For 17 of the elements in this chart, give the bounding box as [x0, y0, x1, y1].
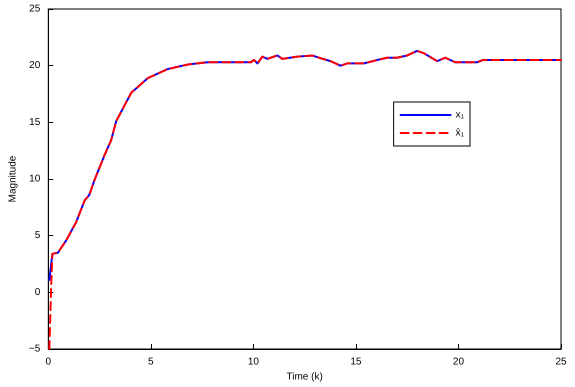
- x-tick-label: 15: [350, 356, 362, 368]
- x-tick-label: 25: [555, 356, 567, 368]
- y-tick-label: 10: [29, 174, 41, 184]
- y-tick-label: 15: [29, 116, 41, 128]
- y-tick-label: 20: [29, 60, 41, 72]
- x-tick-label: 0: [46, 356, 52, 368]
- x-axis-title: Time (k): [286, 371, 323, 382]
- x-tick-label: 5: [148, 356, 154, 368]
- legend-label: x̂₁: [456, 128, 465, 138]
- legend-label: x₁: [456, 110, 465, 120]
- y-tick-label: 25: [29, 4, 41, 14]
- y-axis-title: Magnitude: [8, 155, 18, 202]
- y-tick-label: 5: [34, 230, 41, 242]
- x-tick-label: 20: [452, 356, 464, 368]
- x-tick-label: 10: [248, 356, 260, 368]
- y-tick-label: −5: [28, 344, 41, 354]
- y-tick-label: 0: [34, 286, 41, 298]
